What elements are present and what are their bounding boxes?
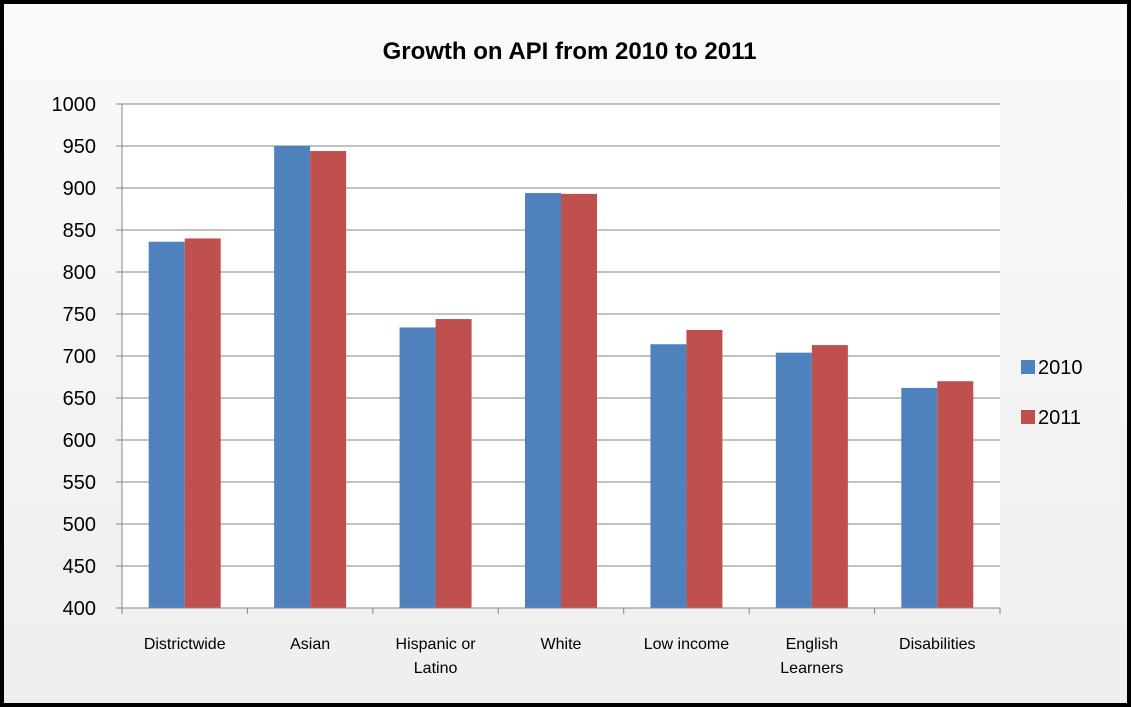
bar-2010-6 xyxy=(901,387,938,608)
legend: 2010 2011 xyxy=(1021,357,1083,429)
legend-label-2010: 2010 xyxy=(1038,357,1083,379)
bar-2010-3 xyxy=(525,193,561,609)
bar-2011-4 xyxy=(686,329,723,608)
bar-2011-2 xyxy=(435,319,472,608)
y-tick-label: 850 xyxy=(63,220,96,242)
y-tick-label: 800 xyxy=(63,262,96,284)
bar-2010-2 xyxy=(399,327,436,608)
x-category-label: Asian xyxy=(290,636,330,653)
bar-2010-5 xyxy=(775,352,812,608)
axes xyxy=(116,103,1001,614)
y-tick-label: 750 xyxy=(63,304,96,326)
x-category-labels: Districtwide Asian Hispanic or Latino White L… xyxy=(144,636,976,677)
x-category-label: English xyxy=(786,636,838,653)
y-tick-label: 550 xyxy=(63,472,96,494)
y-tick-label: 950 xyxy=(63,136,96,158)
bar-chart: 400 450 500 550 600 650 700 750 800 850 900 950 1000… xyxy=(52,94,1083,677)
bar-2011-1 xyxy=(310,151,347,609)
legend-swatch-2010 xyxy=(1021,360,1035,374)
bar-2010-1 xyxy=(274,146,311,608)
bar-2010-0 xyxy=(148,241,185,608)
legend-swatch-2011 xyxy=(1021,410,1035,424)
x-category-label: Latino xyxy=(414,660,458,677)
y-tick-label: 700 xyxy=(63,346,96,368)
bar-2011-5 xyxy=(811,345,848,608)
y-tick-label: 900 xyxy=(63,178,96,200)
bar-2010-4 xyxy=(650,344,687,608)
x-category-label: White xyxy=(541,636,582,653)
y-tick-label: 500 xyxy=(63,514,96,536)
y-tick-label: 600 xyxy=(63,430,96,452)
x-category-label: Districtwide xyxy=(144,636,226,653)
x-category-label: Disabilities xyxy=(899,636,975,653)
bar-2011-0 xyxy=(184,238,221,608)
x-category-label: Hispanic or xyxy=(396,636,477,653)
y-tick-label: 650 xyxy=(63,388,96,410)
y-tick-label: 1000 xyxy=(52,94,97,116)
bar-2011-6 xyxy=(937,381,974,608)
x-category-label: Learners xyxy=(780,660,843,677)
legend-label-2011: 2011 xyxy=(1038,407,1081,429)
y-tick-labels: 400 450 500 550 600 650 700 750 800 850 900 950 1000 xyxy=(52,94,97,620)
chart-title: Growth on API from 2010 to 2011 xyxy=(382,38,757,65)
y-tick-label: 450 xyxy=(63,556,96,578)
y-tick-label: 400 xyxy=(63,598,96,620)
x-category-label: Low income xyxy=(644,636,729,653)
bars xyxy=(148,146,974,609)
bar-2011-3 xyxy=(561,193,597,608)
